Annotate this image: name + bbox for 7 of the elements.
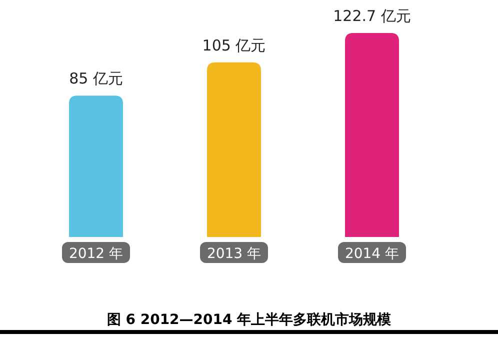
x-tick-label: 2014 年: [344, 246, 400, 262]
data-label: 122.7 亿元: [333, 7, 411, 25]
data-label: 85 亿元: [69, 70, 123, 88]
data-label: 105 亿元: [202, 36, 266, 54]
x-tick-label: 2013 年: [206, 246, 262, 262]
text: 图 6 2012—2014 年上半年多联机市场规模: [106, 311, 392, 328]
x-tick-label: 2012 年: [68, 246, 124, 262]
